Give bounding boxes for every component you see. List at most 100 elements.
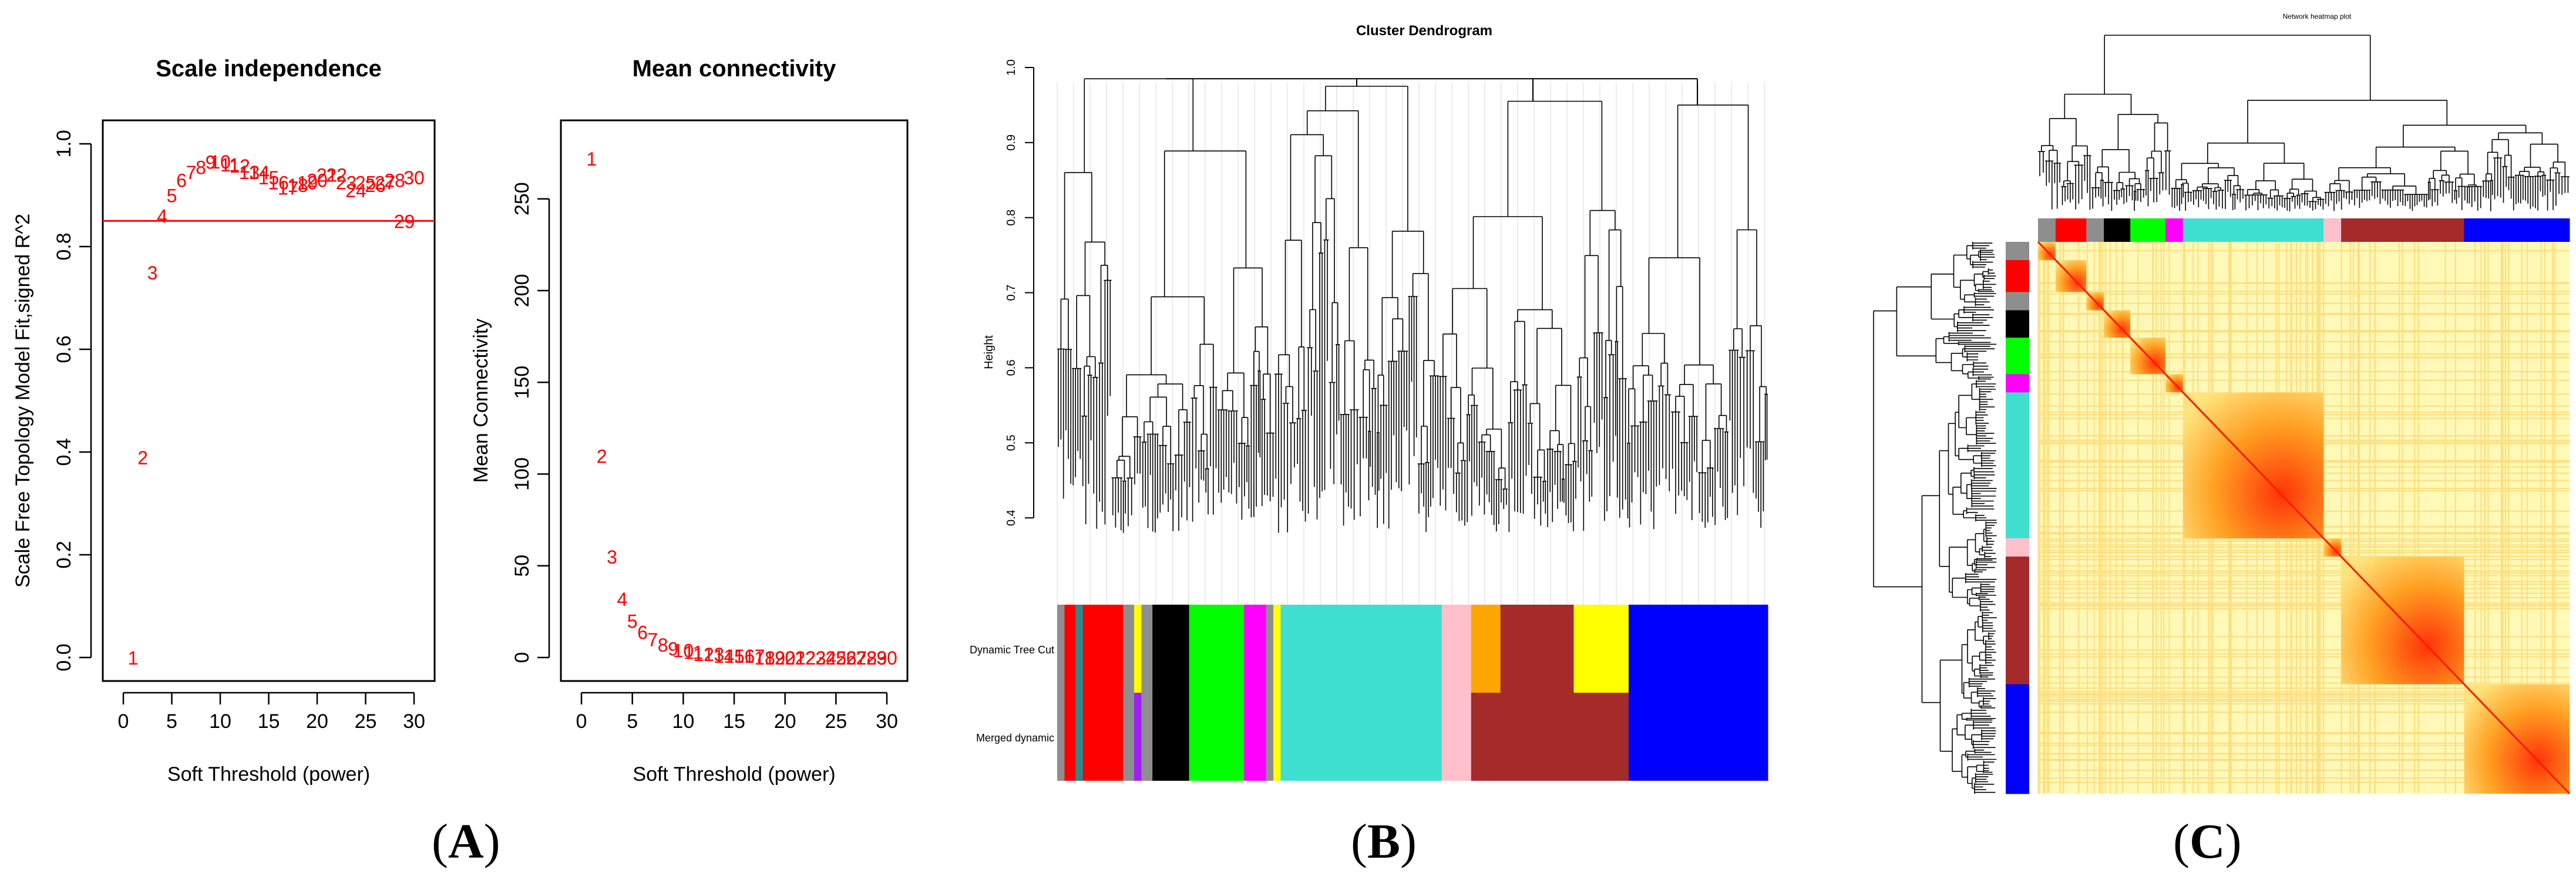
chart-title: Scale independence <box>156 56 382 82</box>
top-module-bar <box>2464 218 2570 242</box>
y-tick-label: 0.6 <box>1005 360 1018 376</box>
module-segment <box>1123 605 1135 693</box>
heatmap-diagonal <box>2037 241 2571 795</box>
point-label: 11 <box>684 642 703 663</box>
module-segment <box>1082 605 1124 693</box>
point-label: 5 <box>627 611 638 632</box>
y-axis-title: Height <box>983 335 996 369</box>
module-segment <box>1152 693 1190 781</box>
module-segment <box>1280 605 1442 693</box>
point-label: 20 <box>775 648 796 669</box>
dendrogram-branches <box>1439 100 1627 532</box>
y-axis: 0.4 0.5 0.6 0.7 0.8 0.9 1.0 <box>1005 59 1034 526</box>
x-tick-label: 0 <box>118 710 129 733</box>
y-tick-label: 0.8 <box>1005 210 1018 226</box>
module-segment <box>1471 605 1501 693</box>
x-tick-label: 0 <box>576 710 587 733</box>
module-segment <box>1057 693 1065 781</box>
top-module-bar <box>2165 218 2184 242</box>
top-module-bar <box>2055 218 2087 242</box>
point-label: 30 <box>876 648 897 669</box>
point-label: 22 <box>795 648 816 669</box>
dendrogram-branches <box>1627 104 1768 530</box>
point-label: 20 <box>307 170 328 191</box>
point-label: 13 <box>704 644 725 665</box>
left-module-bar <box>2006 292 2029 311</box>
point-label: 16 <box>268 173 289 194</box>
point-label: 18 <box>754 648 775 669</box>
point-label: 12 <box>693 644 714 665</box>
x-tick-label: 15 <box>723 710 745 733</box>
point-label: 9 <box>206 152 216 173</box>
left-dendrogram <box>1873 242 1997 794</box>
top-module-bar <box>2341 218 2464 242</box>
point-label: 27 <box>846 648 867 669</box>
dendrogram-branches <box>1873 242 1997 794</box>
point-label: 1 <box>586 149 597 170</box>
left-module-bar <box>2006 374 2029 393</box>
y-tick-label: 150 <box>511 366 533 399</box>
top-module-bar <box>2182 218 2324 242</box>
x-tick-label: 10 <box>672 710 694 733</box>
point-label: 8 <box>658 635 668 656</box>
left-module-bar <box>2006 338 2029 375</box>
color-row: Dynamic Tree Cut <box>970 605 1768 693</box>
point-label: 6 <box>637 622 648 643</box>
module-segment <box>1189 693 1245 781</box>
point-label: 2 <box>137 447 148 468</box>
point-label: 29 <box>866 648 887 669</box>
module-segment <box>1134 605 1142 693</box>
point-label: 16 <box>734 646 755 667</box>
module-segment <box>1141 693 1153 781</box>
color-row: Merged dynamic <box>976 693 1768 781</box>
panel-label-c: (C) <box>2173 814 2242 869</box>
left-module-bar <box>2006 538 2029 557</box>
point-label: 21 <box>317 165 338 186</box>
data-points: 1234567891011121314151617181920212223242… <box>128 151 425 669</box>
left-module-bar <box>2006 242 2029 261</box>
x-axis: 0 5 10 15 20 25 30 <box>576 692 898 733</box>
chart-title: Cluster Dendrogram <box>1356 23 1492 39</box>
point-label: 8 <box>196 157 206 178</box>
module-segment <box>1628 605 1768 693</box>
point-label: 5 <box>167 186 177 207</box>
module-segment <box>1123 693 1135 781</box>
chart-title: Mean connectivity <box>633 56 837 82</box>
module-segment <box>1266 693 1274 781</box>
y-tick-label: 50 <box>511 555 533 577</box>
y-tick-label: 0.7 <box>1005 285 1018 301</box>
point-label: 9 <box>668 638 678 659</box>
point-label: 4 <box>157 206 167 227</box>
x-tick-label: 30 <box>876 710 898 733</box>
x-tick-label: 20 <box>774 710 796 733</box>
y-tick-label: 0.8 <box>53 232 75 260</box>
color-row-label: Merged dynamic <box>976 732 1054 744</box>
module-segment <box>1273 605 1281 693</box>
point-label: 29 <box>394 211 415 232</box>
plot-frame <box>560 119 909 682</box>
module-segment <box>1141 605 1153 693</box>
point-label: 3 <box>147 262 158 284</box>
module-segment <box>1573 605 1629 693</box>
module-segment <box>1500 605 1574 693</box>
point-label: 14 <box>248 162 270 183</box>
y-tick-label: 1.0 <box>1005 59 1018 76</box>
panel-label-b: (B) <box>1351 814 1417 869</box>
point-label: 26 <box>836 648 857 669</box>
point-label: 2 <box>597 446 607 467</box>
left-module-bar <box>2006 684 2029 794</box>
y-tick-label: 0.4 <box>53 438 75 466</box>
point-label: 17 <box>278 177 299 198</box>
top-module-bar <box>2086 218 2104 242</box>
point-label: 3 <box>607 547 617 568</box>
module-segment <box>1064 605 1076 693</box>
point-label: 7 <box>647 629 658 650</box>
left-module-bar <box>2006 557 2029 685</box>
top-module-bar <box>2038 218 2056 242</box>
y-tick-label: 1.0 <box>53 130 75 157</box>
x-tick-label: 25 <box>355 710 377 733</box>
point-label: 15 <box>258 167 280 188</box>
